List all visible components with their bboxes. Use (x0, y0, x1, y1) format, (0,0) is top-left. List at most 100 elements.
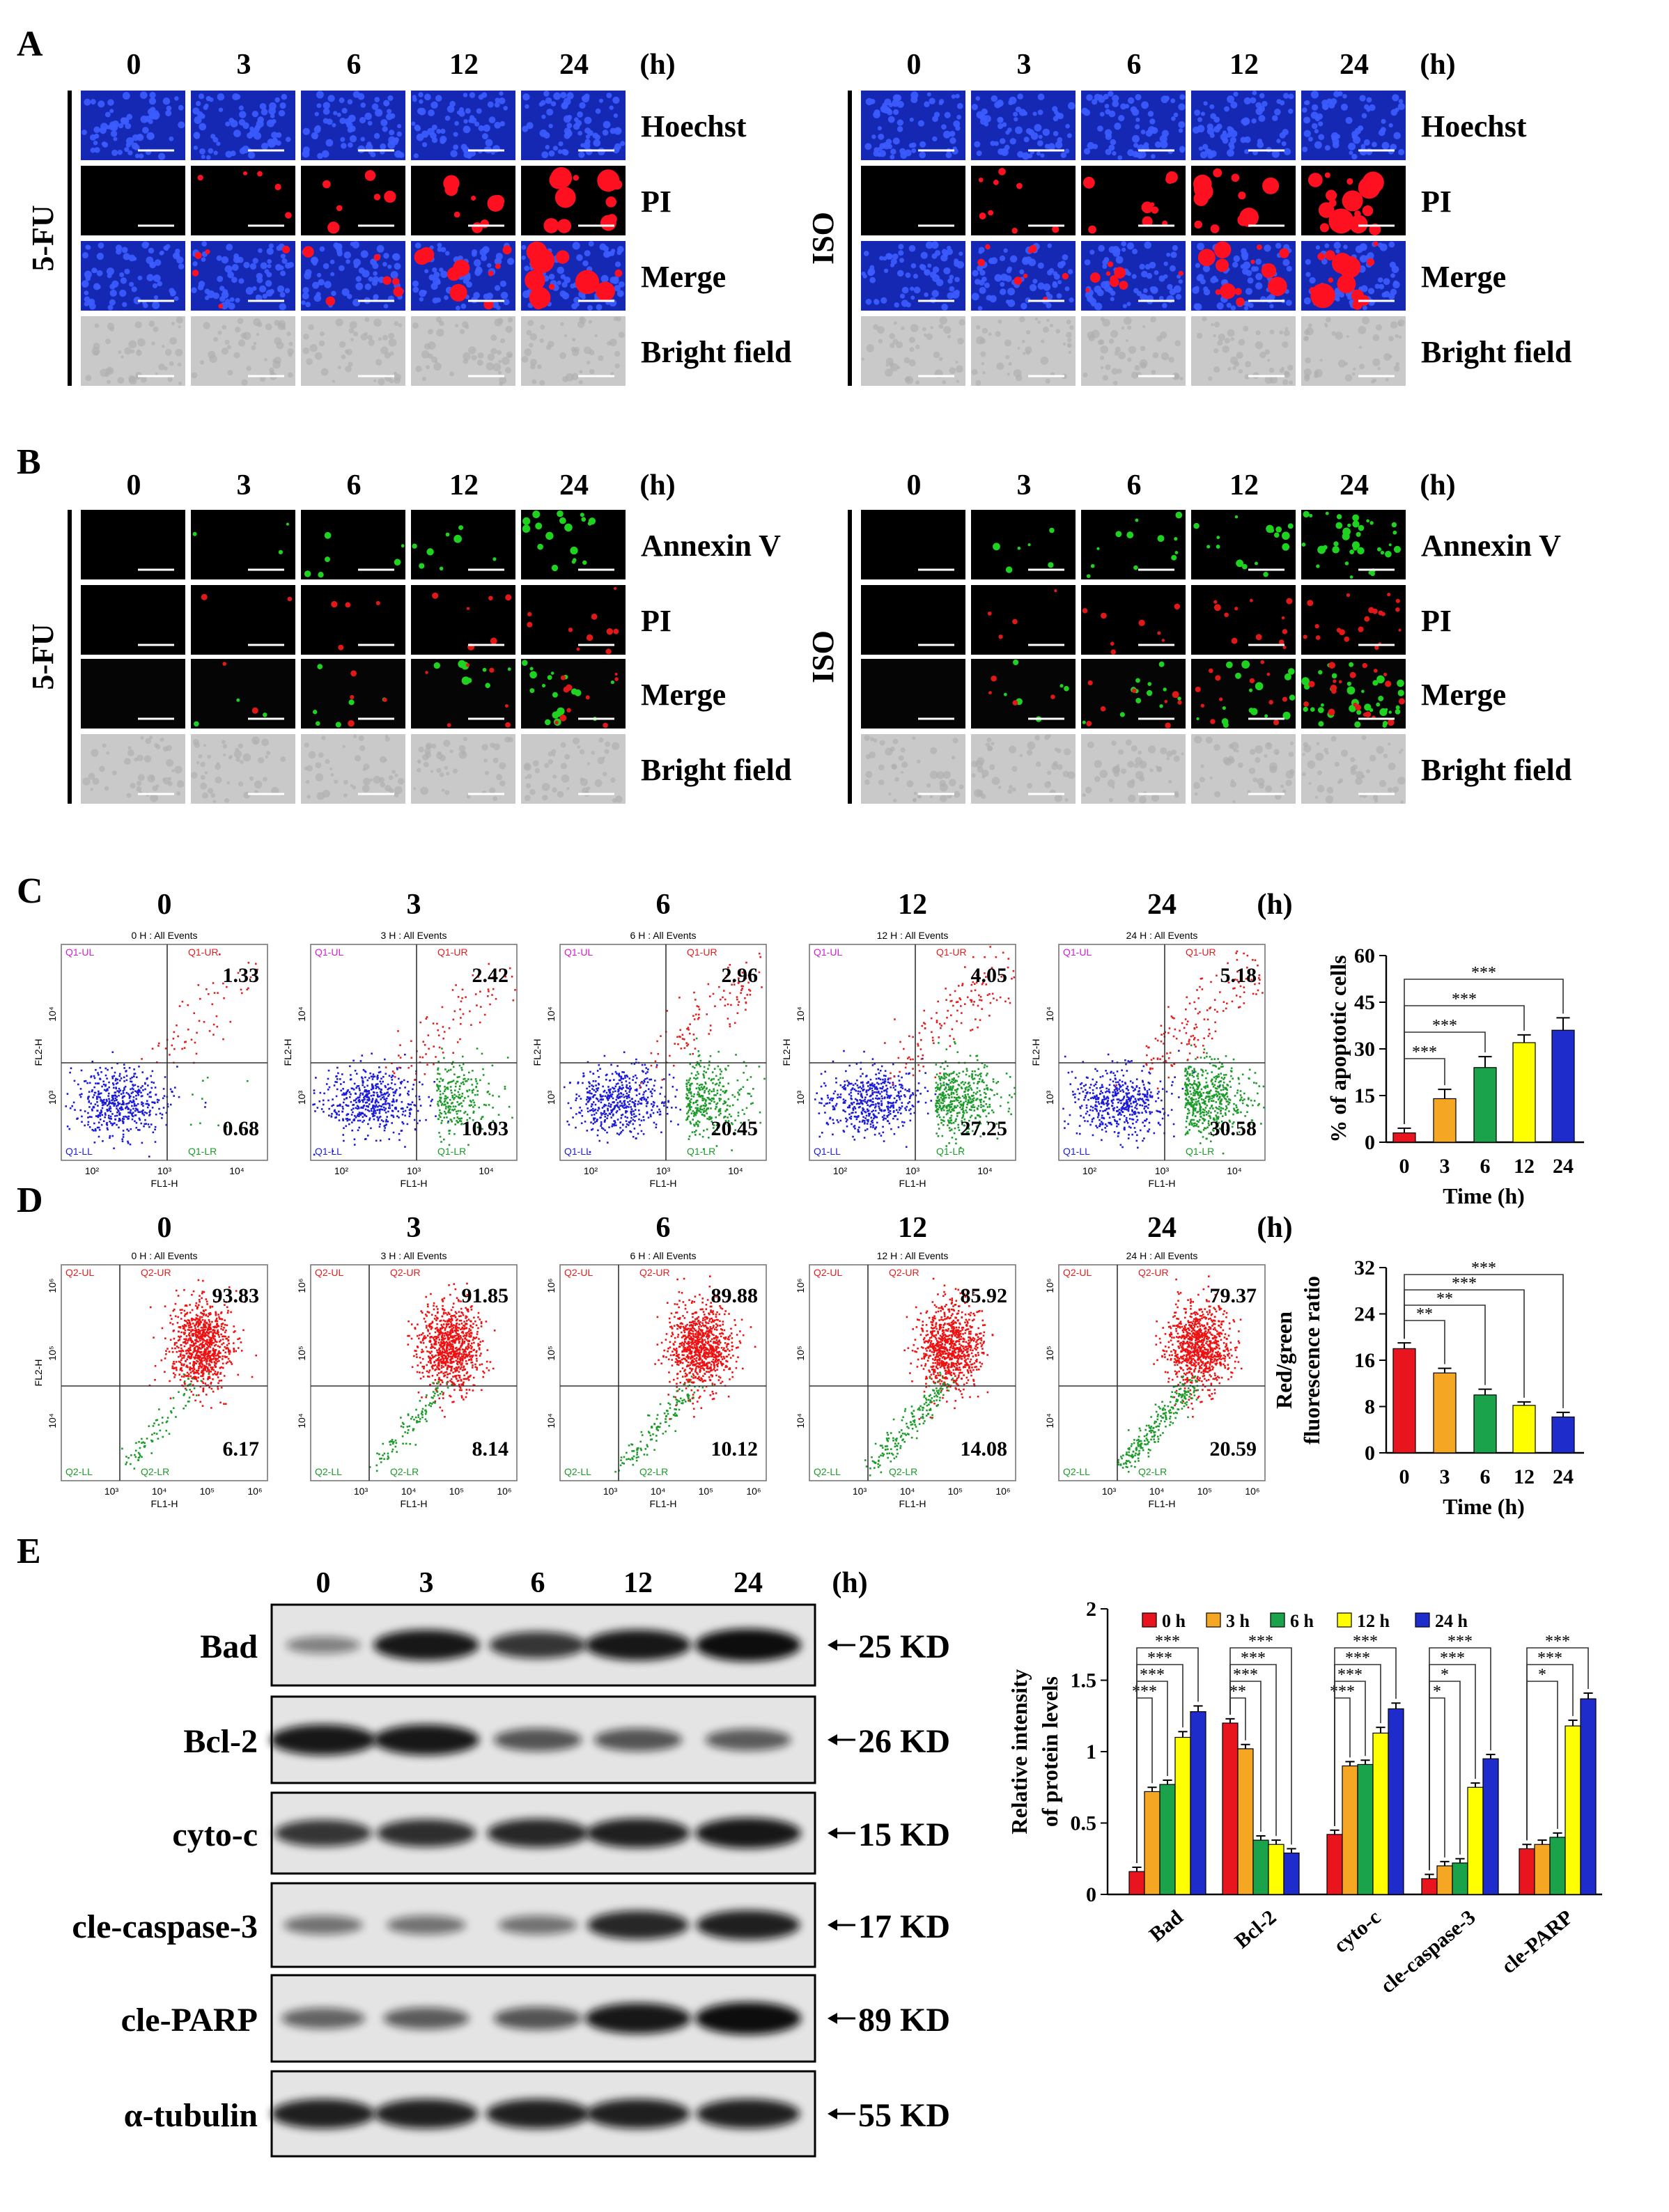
event (642, 1082, 644, 1084)
micrograph (861, 91, 965, 160)
event (97, 1105, 99, 1107)
event (154, 1128, 156, 1131)
cell (949, 367, 956, 374)
event (111, 1082, 114, 1084)
cell (463, 119, 468, 124)
cell (286, 522, 289, 526)
event (579, 1106, 581, 1109)
cell (1174, 603, 1181, 610)
event (596, 1089, 598, 1091)
event (95, 1068, 97, 1071)
cell (1173, 285, 1181, 293)
cell (553, 92, 561, 100)
event (106, 1108, 109, 1111)
event (419, 1021, 422, 1024)
cell (256, 322, 263, 327)
cell (204, 103, 209, 108)
cell (1105, 364, 1111, 371)
cell (312, 260, 318, 266)
cell (981, 361, 985, 366)
cell (201, 257, 206, 262)
event (370, 1089, 373, 1091)
event (376, 1078, 379, 1080)
cell (105, 366, 114, 375)
micrograph (411, 241, 515, 311)
event (578, 1095, 580, 1098)
event (452, 1018, 455, 1021)
cell (313, 294, 322, 302)
event (395, 1107, 397, 1110)
event (616, 1102, 619, 1104)
cell (571, 373, 579, 380)
cell (1160, 747, 1167, 755)
event (655, 1123, 658, 1126)
cell (1200, 279, 1206, 285)
event (649, 1114, 652, 1116)
micrograph (301, 659, 405, 729)
event (131, 1101, 133, 1104)
event (94, 1091, 97, 1094)
event (79, 1109, 82, 1112)
event (137, 1129, 139, 1131)
cell (1048, 562, 1054, 568)
cell (527, 621, 533, 628)
cell (1048, 267, 1055, 274)
cell (1146, 690, 1153, 696)
cell (1308, 781, 1312, 785)
cell (1337, 274, 1356, 294)
event (229, 1020, 232, 1023)
event (358, 1112, 361, 1114)
cell (1126, 780, 1135, 788)
event (88, 1116, 91, 1118)
event (385, 1073, 387, 1075)
cell (1395, 598, 1400, 603)
cell (598, 355, 604, 361)
event (431, 1098, 433, 1101)
cell (1314, 141, 1322, 149)
event (587, 1110, 589, 1113)
event (626, 1097, 628, 1100)
event (394, 1090, 396, 1093)
cell (521, 255, 526, 260)
event (336, 1113, 338, 1116)
cell (1362, 305, 1367, 311)
cell (127, 749, 134, 756)
event (161, 1114, 164, 1116)
event (491, 1064, 494, 1067)
event (607, 1105, 610, 1107)
cell (242, 171, 247, 176)
cell (254, 125, 261, 131)
cell (1119, 281, 1128, 290)
event (358, 1101, 361, 1103)
cell (1034, 317, 1039, 321)
event (345, 1092, 347, 1095)
cell (1286, 598, 1293, 605)
event (130, 1128, 132, 1130)
cell (325, 139, 334, 147)
cell (1112, 151, 1117, 156)
cell (1020, 302, 1027, 310)
cell (1115, 531, 1122, 538)
cell (894, 302, 899, 308)
event (621, 1129, 624, 1132)
event (436, 1078, 438, 1080)
event (125, 1079, 128, 1082)
time-label: 6 (347, 469, 362, 501)
event (130, 1077, 132, 1080)
event (388, 1075, 391, 1077)
event (437, 1073, 439, 1075)
event (335, 1095, 338, 1098)
cell (1369, 708, 1374, 712)
cell (1038, 134, 1043, 139)
cell (1318, 721, 1324, 727)
cell (1351, 541, 1360, 550)
cell (113, 137, 118, 141)
cell (896, 270, 904, 277)
cell (452, 259, 470, 277)
event (336, 1078, 339, 1080)
cell (1255, 682, 1264, 691)
cell (1085, 786, 1092, 794)
cell (210, 793, 216, 798)
event (676, 1089, 678, 1091)
event (327, 1077, 329, 1080)
